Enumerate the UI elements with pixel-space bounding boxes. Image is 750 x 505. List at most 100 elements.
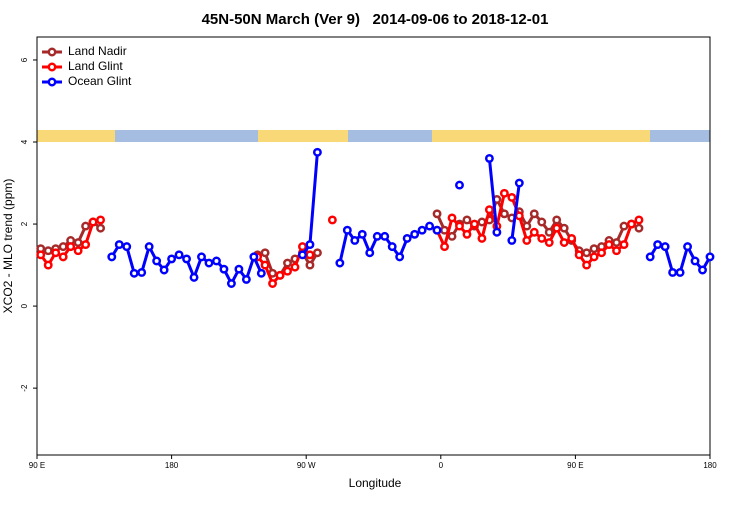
data-point bbox=[43, 246, 53, 256]
data-point bbox=[312, 248, 322, 258]
legend-label: Land Glint bbox=[68, 59, 123, 73]
data-point bbox=[455, 180, 464, 190]
y-tick-label: 0 bbox=[20, 303, 29, 308]
data-point bbox=[66, 242, 76, 252]
data-point bbox=[634, 223, 644, 233]
data-point bbox=[698, 265, 707, 275]
data-point bbox=[507, 236, 517, 245]
data-point bbox=[305, 240, 315, 250]
data-point bbox=[350, 236, 360, 245]
data-point bbox=[660, 242, 670, 252]
data-point bbox=[327, 215, 337, 225]
data-point bbox=[189, 272, 199, 282]
x-tick-label: 0 bbox=[439, 461, 444, 470]
data-point bbox=[552, 223, 562, 233]
data-point bbox=[298, 242, 307, 252]
data-point bbox=[365, 248, 375, 258]
data-point bbox=[559, 223, 569, 233]
data-point bbox=[484, 205, 494, 215]
legend-label: Ocean Glint bbox=[68, 74, 132, 88]
data-point bbox=[544, 238, 554, 247]
data-point bbox=[645, 252, 655, 262]
data-point bbox=[167, 254, 177, 264]
data-point bbox=[387, 242, 397, 252]
data-point bbox=[249, 252, 259, 262]
data-point bbox=[705, 252, 715, 262]
data-point bbox=[492, 227, 502, 237]
data-point bbox=[514, 178, 524, 188]
data-point bbox=[372, 231, 382, 241]
data-point bbox=[122, 242, 132, 252]
y-tick-label: 6 bbox=[20, 57, 29, 62]
data-point bbox=[455, 221, 464, 231]
data-point bbox=[212, 256, 221, 266]
data-point bbox=[514, 211, 524, 221]
data-point bbox=[529, 227, 539, 237]
data-point bbox=[675, 268, 685, 277]
x-tick-label: 180 bbox=[703, 461, 717, 470]
data-point bbox=[612, 238, 621, 247]
data-point bbox=[260, 248, 270, 258]
data-point bbox=[81, 221, 91, 231]
data-point bbox=[447, 213, 457, 223]
series-line bbox=[110, 152, 712, 287]
data-point bbox=[447, 231, 457, 241]
data-point bbox=[683, 242, 693, 252]
x-tick-label: 180 bbox=[165, 461, 179, 470]
data-point bbox=[159, 265, 169, 275]
data-point bbox=[256, 268, 266, 278]
legend-label: Land Nadir bbox=[68, 44, 127, 58]
data-point bbox=[298, 250, 307, 260]
data-point bbox=[226, 279, 236, 288]
data-point bbox=[182, 254, 192, 264]
data-point bbox=[462, 215, 472, 225]
data-point bbox=[283, 266, 292, 276]
data-point bbox=[477, 233, 487, 243]
data-point bbox=[114, 240, 124, 250]
data-point bbox=[268, 279, 277, 288]
data-point bbox=[567, 233, 577, 243]
data-point bbox=[499, 209, 509, 219]
legend-marker bbox=[47, 62, 57, 72]
data-point bbox=[219, 264, 229, 274]
data-point bbox=[312, 147, 322, 157]
map-strip bbox=[37, 130, 710, 142]
x-tick-label: 90 W bbox=[297, 461, 316, 470]
data-point bbox=[305, 250, 315, 260]
data-point bbox=[283, 258, 292, 268]
data-point bbox=[604, 240, 614, 250]
data-point bbox=[470, 219, 479, 229]
data-point bbox=[522, 236, 532, 245]
data-point bbox=[619, 221, 629, 231]
data-point bbox=[582, 248, 592, 258]
data-point bbox=[58, 242, 68, 252]
data-point bbox=[537, 233, 547, 243]
data-point bbox=[275, 270, 285, 280]
data-point bbox=[234, 264, 244, 274]
data-point bbox=[144, 242, 154, 252]
y-tick-label: 4 bbox=[20, 139, 29, 144]
data-point bbox=[51, 248, 61, 258]
data-point bbox=[137, 268, 147, 277]
plot-frame bbox=[36, 36, 711, 456]
y-axis-label: XCO2 - MLO trend (ppm) bbox=[1, 179, 15, 314]
data-point bbox=[402, 233, 412, 243]
data-point bbox=[204, 258, 214, 268]
data-point bbox=[305, 260, 315, 270]
data-point bbox=[462, 229, 472, 239]
x-tick-label: 90 E bbox=[29, 461, 45, 470]
data-point bbox=[589, 244, 599, 254]
data-point bbox=[335, 258, 345, 268]
data-point bbox=[380, 231, 390, 241]
data-point bbox=[241, 274, 251, 284]
data-point bbox=[653, 240, 663, 250]
data-point bbox=[507, 192, 517, 202]
data-point bbox=[410, 229, 420, 239]
data-point bbox=[81, 240, 91, 250]
data-point bbox=[589, 252, 599, 262]
data-point bbox=[529, 209, 539, 219]
data-point bbox=[88, 217, 98, 227]
data-point bbox=[197, 252, 206, 262]
